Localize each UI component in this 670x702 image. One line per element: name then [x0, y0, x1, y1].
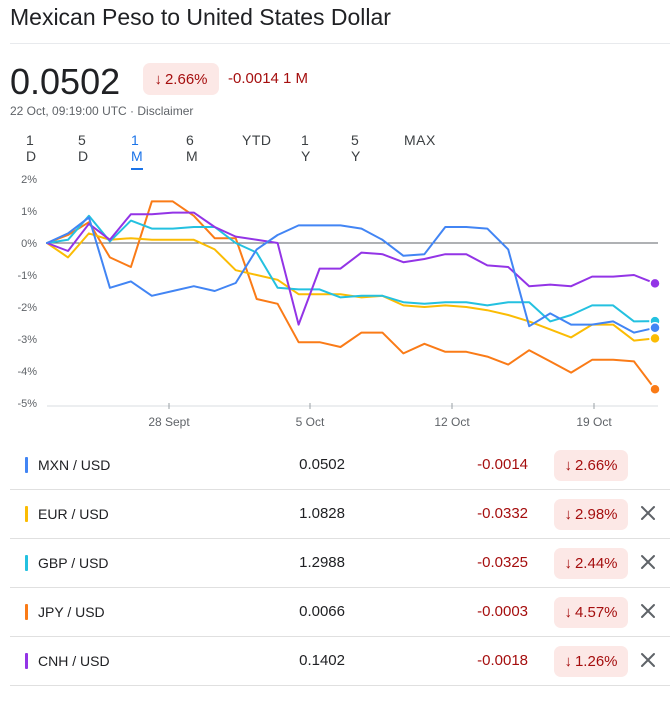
pair-value: 1.0828 [299, 505, 345, 522]
header-change-percent: 2.66% [164, 70, 208, 88]
pair-label-mxn[interactable]: MXN / USD [38, 457, 111, 473]
arrow-down-icon: ↓ [564, 457, 572, 474]
pair-change: -0.0014 [477, 456, 528, 473]
arrow-down-icon: ↓ [154, 70, 162, 88]
comparison-row[interactable]: JPY / USD 0.0066 -0.0003 ↓ 4.57% [10, 588, 670, 637]
close-icon [641, 604, 655, 618]
series-color-swatch [25, 457, 28, 473]
y-tick-label: 1% [21, 206, 37, 218]
remove-comparison-close-icon[interactable] [636, 501, 660, 525]
pair-change: -0.0325 [477, 554, 528, 571]
x-tick-label: 5 Oct [296, 415, 325, 429]
series-line-mxn [46, 216, 656, 334]
y-tick-label: -3% [17, 334, 37, 346]
title-divider [10, 43, 670, 44]
current-price: 0.0502 [10, 61, 121, 102]
row-divider [10, 636, 670, 637]
pair-change-badge: ↓ 2.66% [554, 450, 628, 481]
pair-change-badge: ↓ 2.44% [554, 548, 628, 579]
pair-change-badge: ↓ 4.57% [554, 597, 628, 628]
x-tick-label: 19 Oct [576, 415, 612, 429]
x-tick-label: 12 Oct [434, 415, 470, 429]
row-divider [10, 587, 670, 588]
row-divider [10, 685, 670, 686]
series-color-swatch [25, 653, 28, 669]
pair-label-eur[interactable]: EUR / USD [38, 506, 109, 522]
comparison-row[interactable]: GBP / USD 1.2988 -0.0325 ↓ 2.44% [10, 539, 670, 588]
pair-value: 0.1402 [299, 652, 345, 669]
series-end-point-cnh [649, 277, 661, 290]
close-icon [641, 555, 655, 569]
arrow-down-icon: ↓ [564, 653, 572, 670]
tab-5d[interactable]: 5 D [78, 132, 89, 164]
arrow-down-icon: ↓ [564, 555, 572, 572]
pair-change-badge: ↓ 2.98% [554, 499, 628, 530]
series-color-swatch [25, 604, 28, 620]
comparison-row[interactable]: EUR / USD 1.0828 -0.0332 ↓ 2.98% [10, 490, 670, 539]
y-tick-label: -4% [17, 366, 37, 378]
pair-change-percent: 4.57% [574, 604, 618, 621]
row-divider [10, 538, 670, 539]
pair-label-jpy[interactable]: JPY / USD [38, 604, 105, 620]
y-tick-label: -5% [17, 398, 37, 410]
pair-change: -0.0332 [477, 505, 528, 522]
tab-1y[interactable]: 1 Y [301, 132, 311, 164]
row-divider [10, 489, 670, 490]
pair-change: -0.0003 [477, 603, 528, 620]
pair-change-percent: 1.26% [574, 653, 618, 670]
y-tick-label: -1% [17, 270, 37, 282]
comparison-row[interactable]: CNH / USD 0.1402 -0.0018 ↓ 1.26% [10, 637, 670, 686]
series-end-point-eur [649, 332, 661, 345]
pair-value: 0.0066 [299, 603, 345, 620]
y-tick-label: 2% [21, 174, 37, 186]
pair-value: 1.2988 [299, 554, 345, 571]
pair-change-percent: 2.44% [574, 555, 618, 572]
tab-1d[interactable]: 1 D [26, 132, 37, 164]
y-tick-label: 0% [21, 238, 37, 250]
pair-change-percent: 2.98% [574, 506, 618, 523]
pair-change-badge: ↓ 1.26% [554, 646, 628, 677]
series-end-point-mxn [649, 322, 661, 334]
arrow-down-icon: ↓ [564, 506, 572, 523]
pair-label-gbp[interactable]: GBP / USD [38, 555, 109, 571]
tab-5y[interactable]: 5 Y [351, 132, 361, 164]
remove-comparison-close-icon[interactable] [636, 550, 660, 574]
comparison-chart: 2% 1% 0% -1% -2% -3% -4% -5% 28 Sept 5 Oct 12 Oct 1… [17, 174, 661, 429]
tab-max[interactable]: MAX [404, 132, 436, 148]
tab-ytd[interactable]: YTD [242, 132, 272, 148]
series-line-jpy [46, 200, 656, 391]
series-line-cnh [46, 211, 656, 326]
price-timestamp: 22 Oct, 09:19:00 UTC · Disclaimer [10, 104, 194, 118]
tab-6m[interactable]: 6 M [186, 132, 199, 164]
header-change-absolute: -0.0014 1 M [228, 70, 309, 87]
close-icon [641, 653, 655, 667]
series-color-swatch [25, 506, 28, 522]
pair-label-cnh[interactable]: CNH / USD [38, 653, 110, 669]
series-line-gbp [46, 214, 656, 323]
tab-1m[interactable]: 1 M [131, 132, 144, 170]
y-tick-label: -2% [17, 302, 37, 314]
pair-value: 0.0502 [299, 456, 345, 473]
remove-comparison-close-icon[interactable] [636, 599, 660, 623]
pair-change: -0.0018 [477, 652, 528, 669]
series-color-swatch [25, 555, 28, 571]
header-change-badge: ↓ 2.66% [143, 63, 219, 95]
comparison-row[interactable]: MXN / USD 0.0502 -0.0014 ↓ 2.66% [10, 441, 670, 490]
remove-comparison-close-icon[interactable] [636, 648, 660, 672]
series-end-point-jpy [649, 383, 661, 395]
arrow-down-icon: ↓ [564, 604, 572, 621]
pair-change-percent: 2.66% [574, 457, 618, 474]
close-icon [641, 506, 655, 520]
page-title: Mexican Peso to United States Dollar [10, 4, 391, 30]
x-tick-label: 28 Sept [148, 415, 190, 429]
